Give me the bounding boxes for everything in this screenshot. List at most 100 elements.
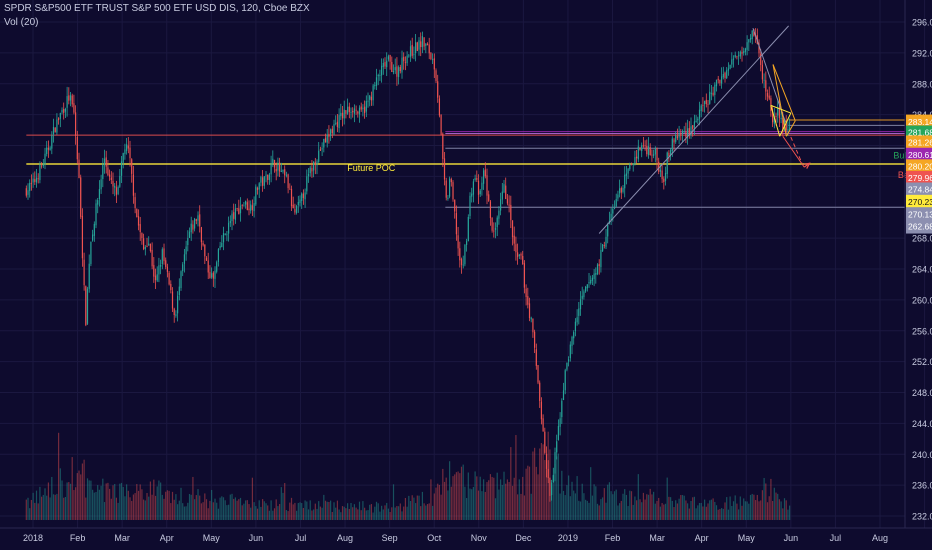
- candle-body-73: [149, 243, 152, 252]
- candle-body-16: [52, 126, 55, 135]
- candle-body-390: [688, 128, 690, 135]
- volume-bar-329: [585, 499, 587, 520]
- volume-bar-284: [508, 481, 510, 520]
- volume-bar-192: [352, 507, 354, 520]
- volume-bar-395: [697, 505, 699, 520]
- candle-body-362: [641, 145, 643, 152]
- volume-bar-128: [243, 503, 245, 520]
- candle-body-386: [681, 130, 684, 134]
- candle-body-338: [600, 250, 602, 268]
- volume-bar-278: [498, 489, 500, 520]
- candle-body-35: [85, 286, 87, 326]
- horizontal-levels[interactable]: [26, 119, 905, 208]
- volume-bar-246: [443, 481, 446, 520]
- volume-bar-139: [262, 499, 264, 520]
- volume-bar-368: [651, 494, 653, 520]
- price-label-bg-3: [906, 147, 932, 162]
- volume-bar-382: [675, 500, 677, 520]
- candle-body-162: [301, 193, 303, 201]
- volume-bar-264: [474, 471, 476, 520]
- volume-indicator-label[interactable]: Vol (20): [4, 17, 39, 28]
- volume-bar-424: [746, 501, 748, 520]
- candle-body-380: [671, 138, 673, 152]
- time-axis[interactable]: 2018 Feb Mar Apr May Jun Jul Aug Sep Oct Nov Dec 201…: [23, 533, 888, 543]
- candle-body-335: [595, 273, 597, 275]
- time-tick-label-3: Apr: [160, 533, 174, 543]
- candle-body-81: [163, 248, 165, 262]
- volume-bar-356: [630, 491, 633, 520]
- trend-line-9: [790, 136, 803, 164]
- candle-body-285: [510, 204, 512, 221]
- volume-bar-446: [783, 498, 786, 520]
- candle-body-428: [753, 30, 755, 36]
- candle-body-43: [98, 189, 101, 200]
- volume-bar-315: [561, 470, 563, 520]
- volume-bar-153: [285, 510, 288, 520]
- candle-body-427: [751, 30, 753, 40]
- volume-bar-322: [573, 490, 575, 520]
- candle-body-115: [221, 242, 223, 248]
- volume-bar-68: [141, 489, 143, 520]
- volume-bar-286: [511, 485, 514, 520]
- candle-body-178: [328, 133, 330, 138]
- candle-body-118: [226, 234, 228, 236]
- volume-bar-206: [375, 501, 378, 520]
- volume-bar-59: [126, 484, 128, 520]
- volume-bar-195: [357, 509, 359, 520]
- candle-body-186: [341, 112, 344, 119]
- candle-body-101: [197, 215, 199, 221]
- volume-bar-81: [163, 498, 165, 520]
- volume-bar-87: [173, 499, 175, 520]
- candle-body-201: [367, 100, 369, 102]
- candle-body-434: [763, 79, 765, 81]
- candle-body-48: [107, 167, 109, 176]
- trend-line-6: [779, 112, 792, 137]
- candle-body-33: [81, 215, 84, 259]
- volume-bar-274: [491, 476, 493, 520]
- candle-body-221: [401, 57, 403, 73]
- candle-body-19: [58, 118, 60, 121]
- chart-legend[interactable]: SPDR S&P500 ETF TRUST S&P 500 ETF USD DI…: [4, 2, 310, 30]
- candle-body-378: [668, 152, 670, 157]
- candle-body-146: [273, 160, 276, 168]
- volume-bar-72: [148, 496, 150, 520]
- candle-body-278: [498, 210, 500, 219]
- volume-bar-418: [736, 503, 738, 520]
- volume-bar-389: [687, 503, 689, 520]
- candle-body-345: [612, 208, 614, 214]
- candle-body-10: [42, 164, 44, 166]
- candle-body-106: [205, 257, 208, 261]
- candle-body-416: [732, 58, 735, 60]
- time-tick-label-1: Feb: [70, 533, 86, 543]
- volume-bar-2: [29, 508, 31, 520]
- candle-body-56: [120, 161, 123, 176]
- volume-bar-441: [775, 492, 777, 520]
- symbol-title[interactable]: SPDR S&P500 ETF TRUST S&P 500 ETF USD DI…: [4, 3, 310, 14]
- volume-bar-60: [127, 490, 129, 520]
- volume-bar-88: [175, 494, 177, 520]
- volume-bar-117: [224, 500, 226, 520]
- candle-body-202: [369, 95, 371, 100]
- volume-bar-350: [620, 500, 622, 520]
- volume-bar-92: [182, 503, 184, 520]
- volume-bar-449: [789, 505, 791, 520]
- candle-body-223: [404, 62, 407, 64]
- volume-bar-443: [778, 499, 781, 520]
- arrow-head-0: [803, 162, 811, 169]
- candle-body-204: [372, 85, 374, 101]
- volume-bar-103: [200, 503, 203, 520]
- candle-body-365: [646, 145, 648, 155]
- candle-body-219: [398, 67, 400, 78]
- candle-body-161: [299, 199, 301, 204]
- volume-bar-341: [605, 502, 607, 520]
- candle-body-388: [685, 131, 687, 138]
- volume-bar-391: [690, 500, 692, 520]
- candle-body-284: [508, 204, 510, 206]
- time-tick-label-11: Dec: [515, 533, 532, 543]
- candle-body-436: [766, 93, 769, 97]
- volume-bar-251: [452, 476, 454, 520]
- volume-bar-102: [199, 495, 201, 520]
- volume-bar-361: [639, 499, 641, 520]
- candle-body-230: [416, 42, 418, 52]
